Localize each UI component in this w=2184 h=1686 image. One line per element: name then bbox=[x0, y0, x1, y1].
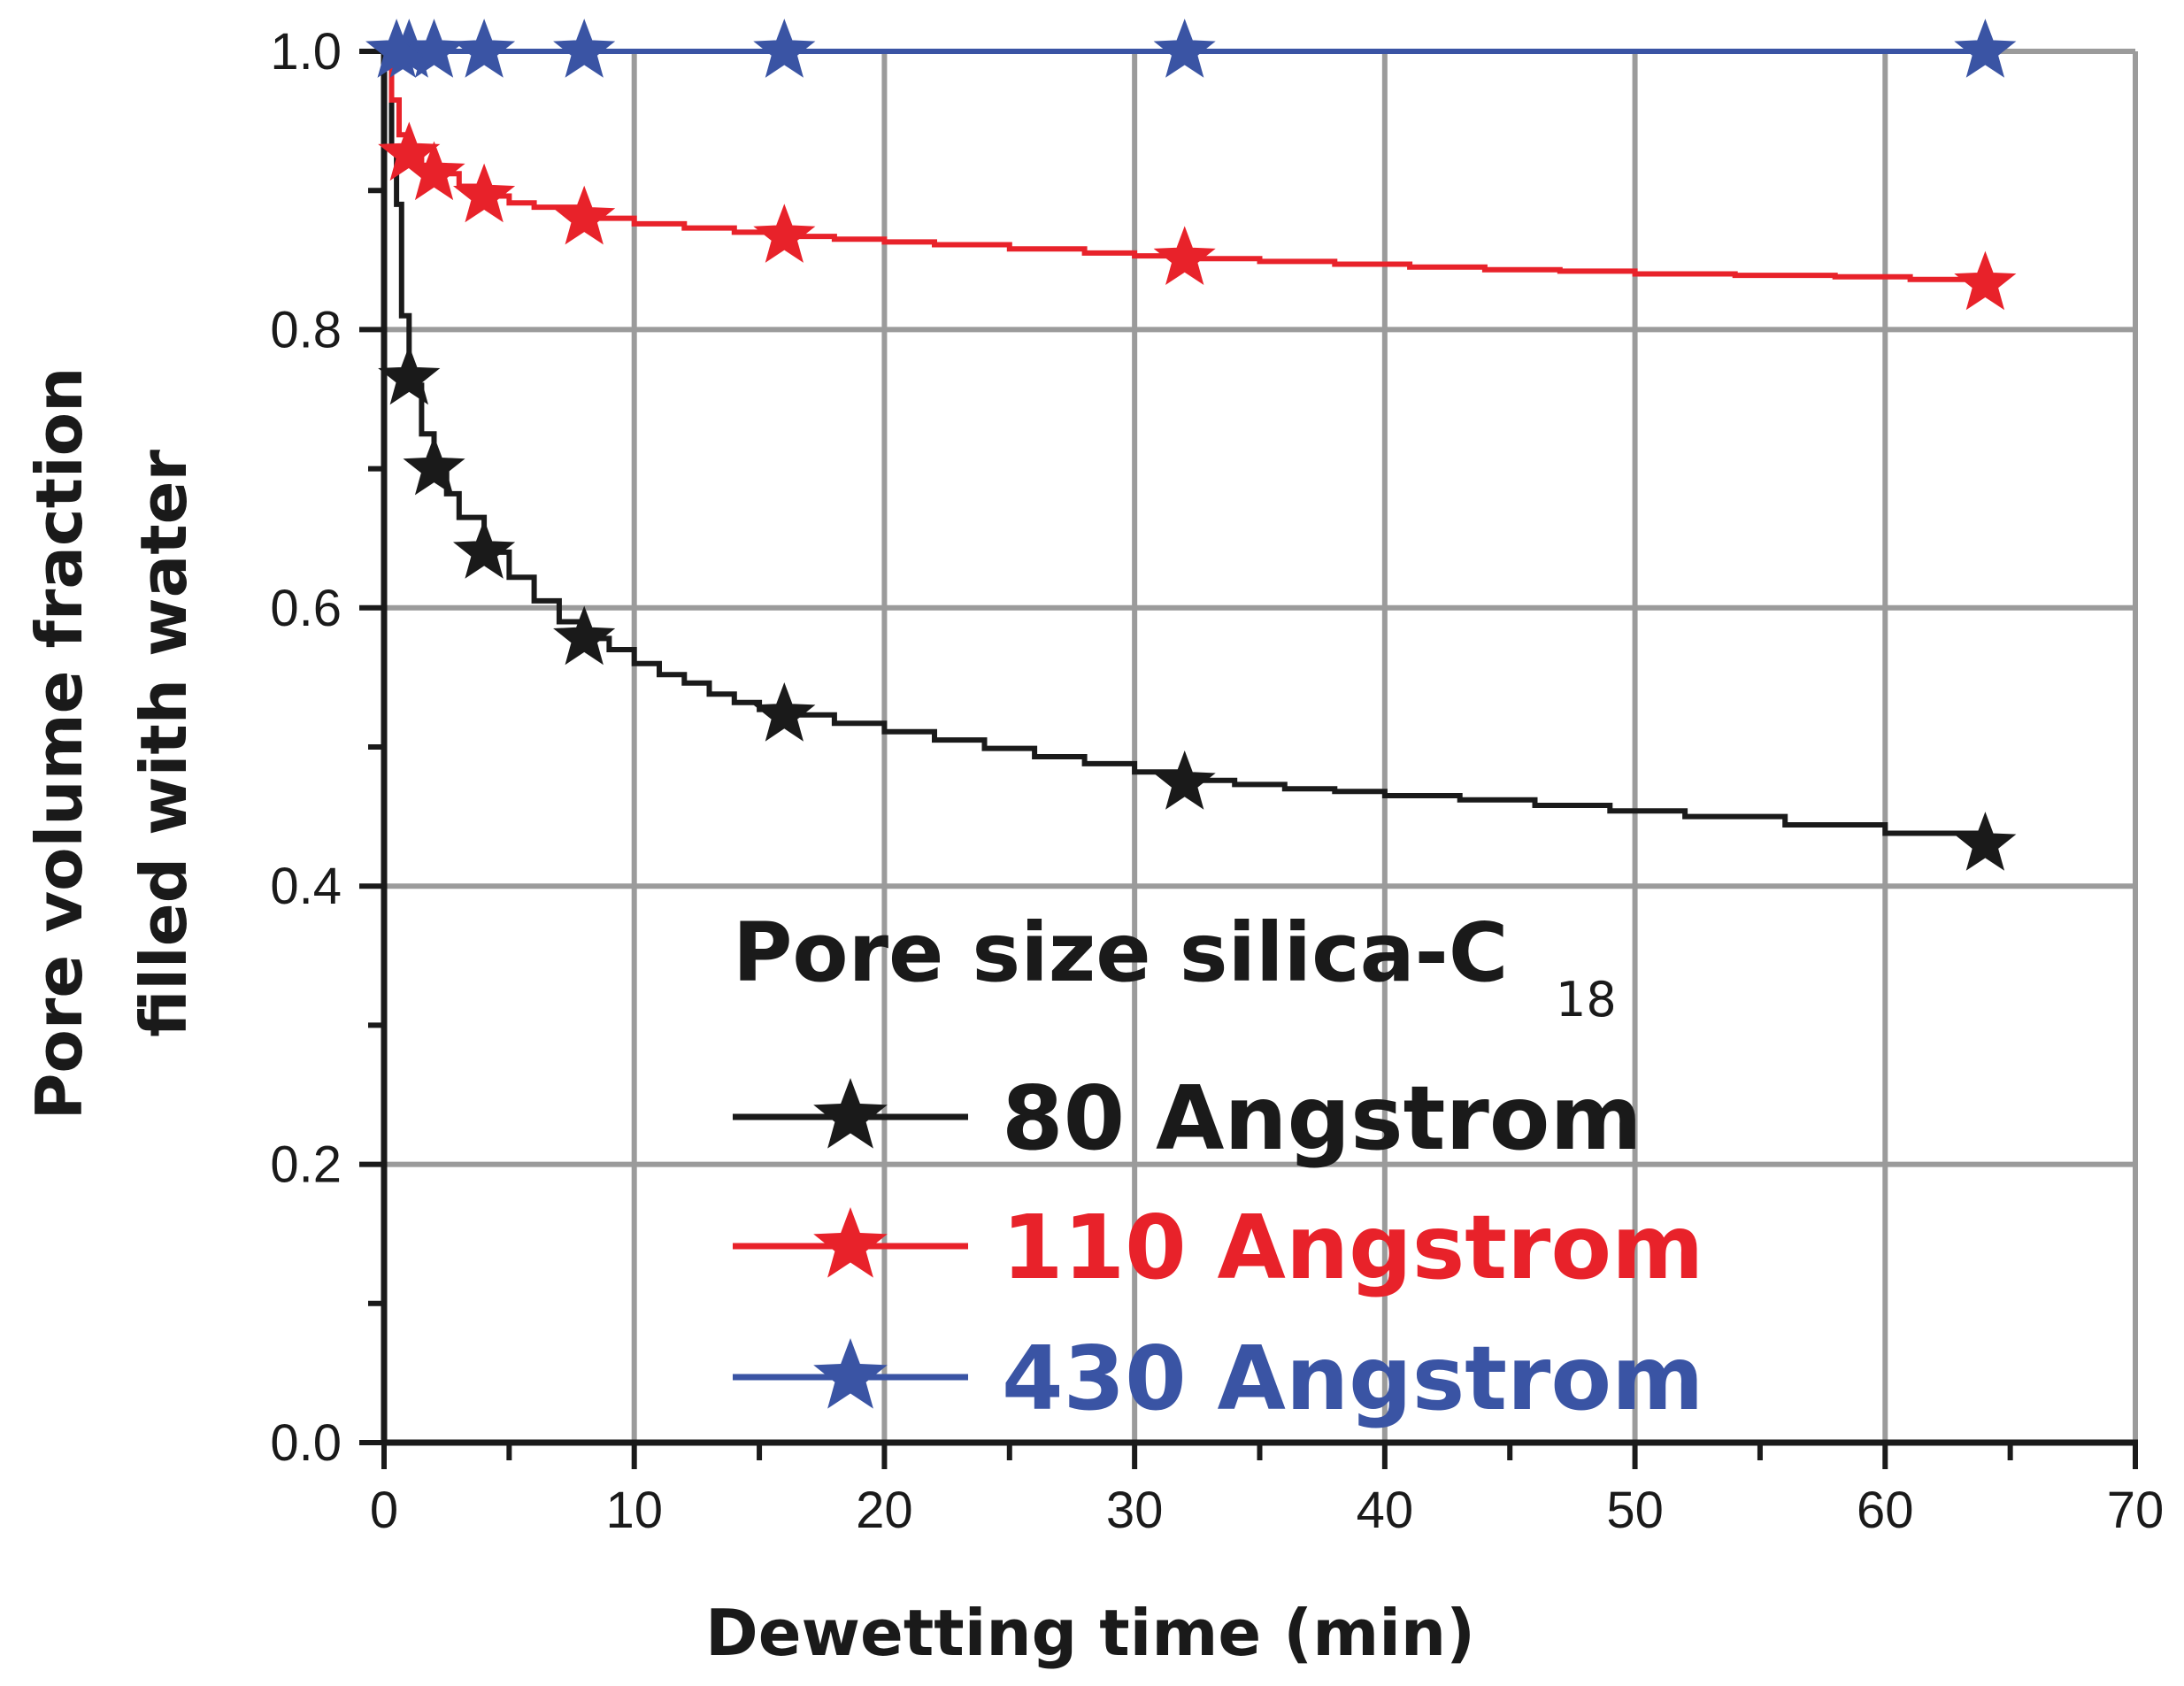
legend-label: 430 Angstrom bbox=[1002, 1327, 1703, 1430]
data-point-star bbox=[553, 605, 616, 666]
data-point-star bbox=[1153, 19, 1216, 78]
data-point-star bbox=[403, 435, 465, 496]
data-point-star bbox=[1153, 226, 1216, 286]
x-tick-label: 30 bbox=[1106, 1482, 1164, 1539]
series-line bbox=[384, 49, 1988, 844]
x-tick-label: 40 bbox=[1357, 1482, 1414, 1539]
y-axis-title-line2: filled with water bbox=[127, 450, 201, 1037]
series-430-angstrom bbox=[365, 19, 2017, 78]
x-tick-label: 60 bbox=[1857, 1482, 1914, 1539]
data-point-star bbox=[452, 163, 516, 223]
x-tick-label: 0 bbox=[370, 1482, 398, 1539]
x-tick-label: 70 bbox=[2107, 1482, 2165, 1539]
y-axis-title-line1: Pore volume fraction bbox=[22, 367, 96, 1120]
x-tick-label: 20 bbox=[856, 1482, 913, 1539]
data-point-star bbox=[753, 19, 816, 78]
legend: Pore size silica-C 18 80 Angstrom 110 Ang… bbox=[733, 905, 1703, 1430]
series-110-angstrom bbox=[378, 49, 2017, 311]
x-axis-ticks: 0 10 20 30 40 50 60 70 bbox=[370, 1443, 2164, 1539]
legend-title: Pore size silica-C bbox=[733, 905, 1508, 1000]
x-tick-label: 50 bbox=[1606, 1482, 1664, 1539]
legend-title-subscript: 18 bbox=[1556, 972, 1617, 1028]
y-tick-label: 0.0 bbox=[270, 1414, 342, 1472]
legend-star-icon bbox=[813, 1338, 888, 1409]
y-axis-ticks: 0.0 0.2 0.4 0.6 0.8 1.0 bbox=[270, 23, 384, 1472]
data-point-star bbox=[553, 185, 616, 245]
legend-label: 80 Angstrom bbox=[1002, 1066, 1642, 1170]
data-point-star bbox=[753, 204, 816, 263]
legend-label: 110 Angstrom bbox=[1002, 1196, 1703, 1299]
data-point-star bbox=[452, 520, 516, 579]
legend-star-icon bbox=[813, 1207, 888, 1278]
data-point-star bbox=[378, 345, 441, 405]
data-point-star bbox=[1954, 250, 2017, 311]
y-tick-label: 0.2 bbox=[270, 1136, 342, 1194]
data-point-star bbox=[403, 141, 465, 201]
x-axis-title: Dewetting time (min) bbox=[705, 1596, 1475, 1670]
series-80-angstrom bbox=[378, 49, 2017, 871]
series-group bbox=[365, 19, 2017, 871]
y-tick-label: 0.8 bbox=[270, 301, 342, 358]
x-tick-label: 10 bbox=[605, 1482, 663, 1539]
data-point-star bbox=[1954, 812, 2017, 871]
data-point-star bbox=[1954, 19, 2017, 78]
legend-star-icon bbox=[813, 1078, 888, 1149]
data-point-star bbox=[753, 681, 816, 742]
legend-entries: 80 Angstrom 110 Angstrom 430 Angstrom bbox=[733, 1066, 1703, 1430]
data-point-star bbox=[452, 19, 516, 78]
y-tick-label: 0.4 bbox=[270, 858, 342, 915]
data-point-star bbox=[553, 19, 616, 78]
data-point-star bbox=[1153, 751, 1216, 810]
y-tick-label: 1.0 bbox=[270, 23, 342, 81]
y-tick-label: 0.6 bbox=[270, 580, 342, 637]
